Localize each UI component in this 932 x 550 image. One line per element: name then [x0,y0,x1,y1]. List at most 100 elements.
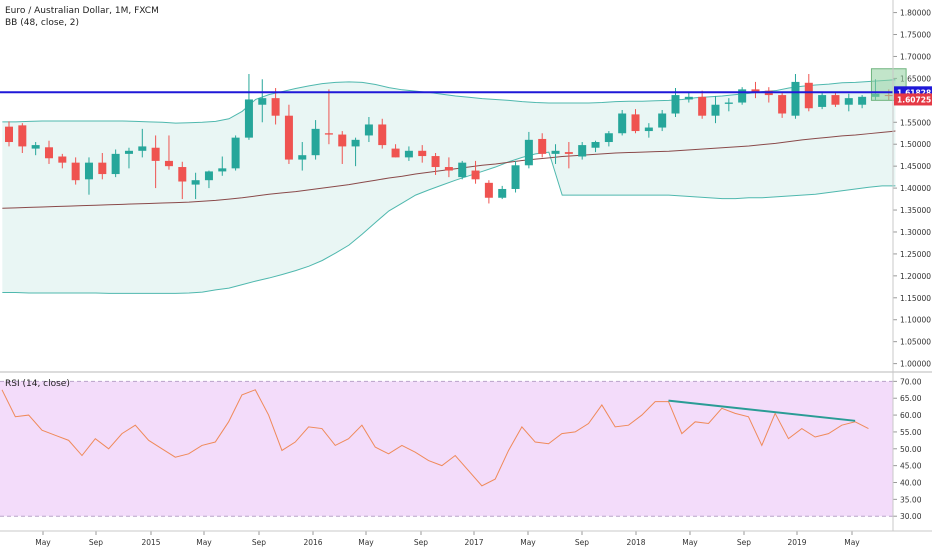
price-tick-label: 1.65000 [900,74,931,83]
candle-body [124,150,133,154]
candle [484,180,493,204]
candle [618,109,627,136]
rsi-band-fill [0,381,893,517]
candle-body [604,133,613,143]
rsi-line [1,389,869,487]
candle [498,185,507,200]
candle-body [338,134,347,147]
time-tick-label: Sep [575,538,589,547]
candle [858,95,867,109]
bb-lower-line [2,151,896,294]
price-tick-label: 1.15000 [900,294,931,303]
time-tick-label: May [358,538,374,547]
candle-body [404,150,413,158]
rsi-axis: 70.00 65.00 60.00 55.00 50.00 45.00 40.00 35.00… [893,377,922,521]
candle [311,120,320,160]
candle-body [231,137,240,169]
time-tick-label: 2019 [787,538,806,547]
rsi-tick-label: 40.00 [900,478,922,487]
candle-body [244,99,253,138]
rsi-tick-label: 55.00 [900,428,922,437]
candle-body [618,113,627,134]
price-axis: 1.800001.750001.700001.650001.600001.550… [893,9,931,369]
price-tick-label: 1.45000 [900,162,931,171]
price-tick-label: 1.75000 [900,31,931,40]
candle [364,117,373,143]
candle-body [831,95,840,105]
candle [124,147,133,169]
price-tick-label: 1.55000 [900,118,931,127]
candle [778,92,787,118]
candle [524,131,533,169]
candle [831,92,840,107]
candle [18,123,27,153]
rsi-tick-label: 70.00 [900,377,922,386]
rsi-panel [0,380,893,517]
candle [164,135,173,170]
candle-body [564,152,573,154]
candle [404,146,413,161]
candle-body [5,126,13,143]
candle [724,98,733,112]
chart-title[interactable]: Euro / Australian Dollar, 1M, FXCM [5,6,159,16]
rsi-tick-label: 60.00 [900,411,922,420]
candle-body [44,147,53,159]
candle-body [18,125,27,147]
rsi-trendline[interactable] [668,399,856,422]
candle [644,123,653,138]
candle [418,145,427,163]
candle-body [751,89,760,93]
candle [151,135,160,189]
rsi-indicator-label[interactable]: RSI (14, close) [5,379,70,389]
price-badge-level: 1.61828 [897,88,931,97]
price-tick-label: 1.80000 [900,9,931,18]
candle [631,109,640,134]
price-tick-label: 1.50000 [900,140,931,149]
candle [818,91,827,110]
time-tick-label: May [682,538,698,547]
candle-body [431,156,440,168]
candle [284,104,293,164]
price-badge-last: 1.60725 [897,95,931,104]
time-tick-label: 2016 [303,538,322,547]
time-tick-label: Sep [414,538,428,547]
candle [218,156,227,176]
candle-body [524,139,533,166]
candle-body [644,127,653,132]
candle [658,109,667,132]
candle-body [151,147,160,161]
candle-body [738,89,747,103]
candle-body [778,95,787,114]
candle-body [204,171,213,181]
candle-body [711,104,720,116]
candle-body [311,128,320,156]
candle-body [538,138,547,154]
candle [698,90,707,119]
bb-indicator-label[interactable]: BB (48, close, 2) [5,18,79,28]
candle [271,88,280,125]
candle [604,131,613,147]
candle [244,74,253,140]
rsi-tick-label: 45.00 [900,462,922,471]
candle-body [164,160,173,167]
candlesticks [5,74,907,204]
candle-body [698,96,707,116]
candle [71,157,80,185]
candle-body [138,146,147,151]
price-tick-label: 1.10000 [900,316,931,325]
candle [791,74,800,119]
time-tick-label: May [196,538,212,547]
candle-body [551,150,560,154]
candle [5,121,13,147]
candle-body [511,165,520,189]
candle-body [818,95,827,107]
candle-body [364,124,373,136]
candle [138,128,147,158]
candle [591,140,600,153]
candle [178,161,187,200]
candle-body [84,162,93,180]
candle [58,153,67,169]
candle-body [71,162,80,181]
bb-upper-line [2,79,896,124]
